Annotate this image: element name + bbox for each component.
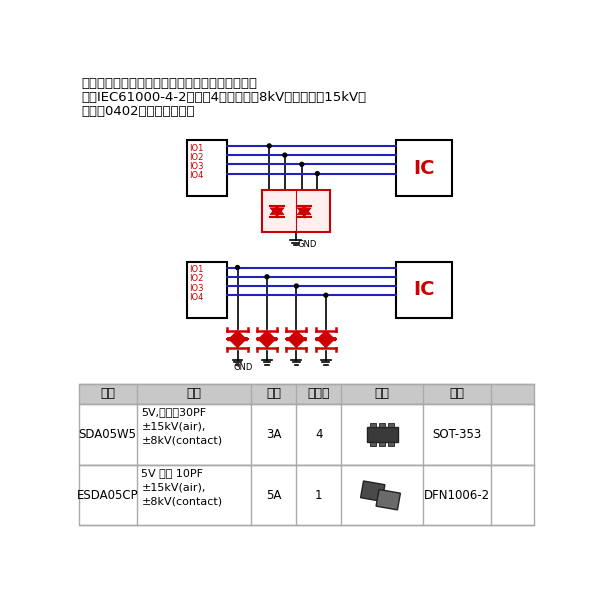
Text: IO2: IO2 xyxy=(190,153,204,162)
Text: 单路的0402封装器件可选。: 单路的0402封装器件可选。 xyxy=(81,105,194,118)
Bar xyxy=(388,442,395,446)
Circle shape xyxy=(236,266,239,269)
Polygon shape xyxy=(227,337,248,347)
Bar xyxy=(379,442,385,446)
Bar xyxy=(367,426,398,442)
Bar xyxy=(388,423,395,426)
Bar xyxy=(78,465,535,525)
Text: 5V 双向 10PF
±15kV(air),
±8kV(contact): 5V 双向 10PF ±15kV(air), ±8kV(contact) xyxy=(141,468,222,506)
Text: GND: GND xyxy=(298,240,318,249)
Text: 电流: 电流 xyxy=(267,387,282,400)
Bar xyxy=(370,442,376,446)
Circle shape xyxy=(265,275,269,279)
Text: IO4: IO4 xyxy=(190,171,204,180)
Bar xyxy=(376,489,401,510)
Bar xyxy=(187,141,227,196)
Text: 4: 4 xyxy=(315,428,323,441)
Text: ESDA05CP: ESDA05CP xyxy=(77,489,139,502)
Text: GND: GND xyxy=(234,363,253,372)
Text: IO1: IO1 xyxy=(190,144,204,152)
Polygon shape xyxy=(286,337,307,347)
Polygon shape xyxy=(297,206,311,215)
Circle shape xyxy=(283,153,286,157)
Bar xyxy=(379,423,385,426)
Text: 外观: 外观 xyxy=(374,387,389,400)
Polygon shape xyxy=(316,337,336,347)
Circle shape xyxy=(294,284,298,288)
Text: IO1: IO1 xyxy=(190,265,204,274)
Polygon shape xyxy=(257,337,277,347)
Bar xyxy=(78,404,535,465)
Polygon shape xyxy=(227,331,248,340)
Polygon shape xyxy=(297,208,311,217)
Text: 型号: 型号 xyxy=(100,387,115,400)
Text: IO4: IO4 xyxy=(190,293,204,302)
Text: 5V,单向，30PF
±15kV(air),
±8kV(contact): 5V,单向，30PF ±15kV(air), ±8kV(contact) xyxy=(141,407,222,445)
Bar xyxy=(78,384,535,404)
Bar xyxy=(187,262,227,318)
Polygon shape xyxy=(257,331,277,340)
Polygon shape xyxy=(316,331,336,340)
Text: IO3: IO3 xyxy=(190,283,204,293)
Bar xyxy=(261,190,329,232)
Text: IC: IC xyxy=(414,159,435,178)
Circle shape xyxy=(267,144,271,148)
Circle shape xyxy=(324,294,328,297)
Circle shape xyxy=(315,171,319,176)
Text: SOT-353: SOT-353 xyxy=(432,428,481,441)
Text: IC: IC xyxy=(414,280,435,299)
Text: 1: 1 xyxy=(315,489,323,502)
Text: 满足IEC61000-4-2，等级4，接触放电8kV，空气放电15kV。: 满足IEC61000-4-2，等级4，接触放电8kV，空气放电15kV。 xyxy=(81,91,366,104)
Text: 通道数: 通道数 xyxy=(307,387,330,400)
Circle shape xyxy=(300,162,304,166)
Text: DFN1006-2: DFN1006-2 xyxy=(424,489,490,502)
Text: 3A: 3A xyxy=(266,428,282,441)
Text: 封装: 封装 xyxy=(449,387,464,400)
Text: 5A: 5A xyxy=(266,489,282,502)
Text: 方案优点：可以采用普通低电容集成器件防静电，: 方案优点：可以采用普通低电容集成器件防静电， xyxy=(81,77,257,90)
Text: SDA05W5: SDA05W5 xyxy=(79,428,137,441)
Polygon shape xyxy=(270,206,284,215)
Text: IO3: IO3 xyxy=(190,162,204,171)
Bar xyxy=(396,141,452,196)
Polygon shape xyxy=(270,208,284,217)
Text: 描述: 描述 xyxy=(187,387,202,400)
Text: IO2: IO2 xyxy=(190,275,204,283)
Bar xyxy=(361,481,385,502)
Bar xyxy=(396,262,452,318)
Polygon shape xyxy=(286,331,307,340)
Bar xyxy=(370,423,376,426)
